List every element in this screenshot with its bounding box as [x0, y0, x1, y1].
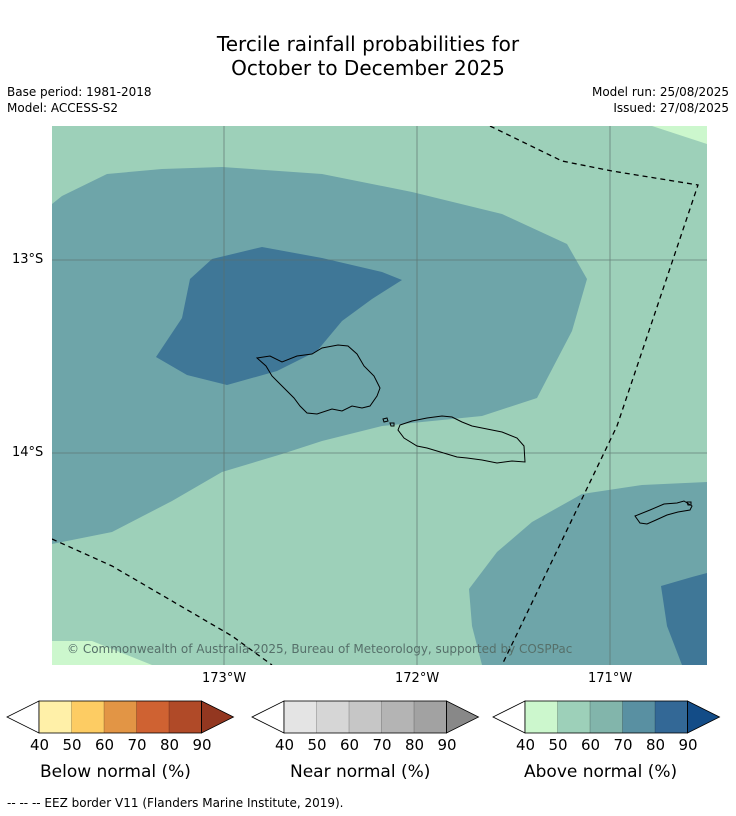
- copyright-notice: © Commonwealth of Australia 2025, Bureau…: [67, 642, 573, 656]
- eez-footnote: -- -- -- EEZ border V11 (Flanders Marine…: [7, 796, 344, 810]
- colorbar-below-normal-cell-2: [104, 701, 137, 733]
- colorbar-below-normal: [6, 700, 238, 738]
- map-panel: [52, 126, 707, 665]
- colorbar-near-normal-low-extension: [251, 700, 285, 734]
- colorbar-above-normal-tick-50: 50: [548, 736, 568, 754]
- colorbar-above-normal-tick-90: 90: [678, 736, 698, 754]
- base-period: Base period: 1981-2018: [7, 85, 152, 99]
- colorbar-above-normal: [492, 700, 724, 738]
- colorbar-near-normal-cell-1: [316, 701, 349, 733]
- colorbar-near-normal-cell-3: [381, 701, 414, 733]
- colorbar-title-above-normal: Above normal (%): [524, 762, 678, 782]
- colorbar-above-normal-tick-60: 60: [581, 736, 601, 754]
- lon-label-173w: 173°W: [202, 671, 247, 686]
- colorbar-below-normal-cell-3: [136, 701, 169, 733]
- colorbar-above-normal-cell-4: [655, 701, 688, 733]
- gridlines: [52, 126, 707, 665]
- region-70-southeast: [469, 482, 707, 665]
- coastlines: [255, 344, 693, 525]
- colorbar-above-normal-frame: [524, 700, 688, 734]
- colorbar-above-normal-tick-70: 70: [613, 736, 633, 754]
- region-80-southeast: [661, 573, 707, 665]
- colorbar-below-normal-tick-80: 80: [160, 736, 180, 754]
- colorbar-near-normal: [251, 700, 483, 738]
- region-50-top-right: [652, 126, 707, 144]
- lon-label-171w: 171°W: [588, 671, 633, 686]
- colorbar-near-normal-cell-4: [414, 701, 447, 733]
- colorbar-title-near-normal: Near normal (%): [290, 762, 431, 782]
- colorbar-below-normal-low-extension: [6, 700, 40, 734]
- colorbar-near-normal-tick-90: 90: [437, 736, 457, 754]
- colorbar-above-normal-tick-80: 80: [646, 736, 666, 754]
- colorbar-below-normal-cell-4: [169, 701, 202, 733]
- colorbar-below-normal-cell-0: [39, 701, 72, 733]
- colorbar-below-normal-high-extension: [201, 700, 235, 734]
- colorbar-above-normal-tick-40: 40: [516, 736, 536, 754]
- colorbar-near-normal-high-extension: [446, 700, 480, 734]
- colorbar-above-normal-cell-1: [557, 701, 590, 733]
- model-run: Model run: 25/08/2025: [591, 85, 729, 99]
- eez-border: [52, 126, 699, 665]
- issued-date: Issued: 27/08/2025: [613, 101, 729, 115]
- small-islet-1: [382, 417, 389, 423]
- lat-label-13s: 13°S: [12, 252, 44, 267]
- colorbar-near-normal-tick-40: 40: [275, 736, 295, 754]
- colorbar-below-normal-cell-1: [71, 701, 104, 733]
- colorbar-below-normal-tick-70: 70: [127, 736, 147, 754]
- colorbar-below-normal-tick-90: 90: [192, 736, 212, 754]
- colorbar-above-normal-cell-0: [525, 701, 558, 733]
- lat-label-14s: 14°S: [12, 445, 44, 460]
- model-name: Model: ACCESS-S2: [7, 101, 119, 115]
- colorbar-near-normal-tick-50: 50: [307, 736, 327, 754]
- lon-label-172w: 172°W: [395, 671, 440, 686]
- region-50-bottom-left: [52, 641, 152, 665]
- colorbar-above-normal-cell-2: [590, 701, 623, 733]
- colorbar-near-normal-tick-60: 60: [340, 736, 360, 754]
- colorbar-near-normal-cell-0: [284, 701, 317, 733]
- small-islet-2: [389, 422, 395, 427]
- colorbar-below-normal-tick-60: 60: [95, 736, 115, 754]
- upolu-island: [397, 415, 526, 464]
- region-80-northwest: [156, 247, 402, 385]
- map-title-line-2: October to December 2025: [231, 56, 505, 80]
- tutuila-island: [634, 500, 693, 525]
- small-islet-3: [686, 501, 692, 506]
- colorbar-above-normal-low-extension: [492, 700, 526, 734]
- colorbar-near-normal-tick-80: 80: [405, 736, 425, 754]
- colorbar-title-below-normal: Below normal (%): [40, 762, 191, 782]
- colorbar-below-normal-tick-50: 50: [62, 736, 82, 754]
- colorbar-above-normal-high-extension: [687, 700, 721, 734]
- colorbar-below-normal-tick-40: 40: [30, 736, 50, 754]
- colorbar-near-normal-cell-2: [349, 701, 382, 733]
- savaii-island: [255, 344, 381, 415]
- colorbar-near-normal-tick-70: 70: [372, 736, 392, 754]
- colorbar-below-normal-frame: [38, 700, 202, 734]
- map-title-line-1: Tercile rainfall probabilities for: [216, 32, 520, 56]
- region-70-northwest: [52, 167, 587, 544]
- colorbar-above-normal-cell-3: [622, 701, 655, 733]
- colorbar-near-normal-frame: [283, 700, 447, 734]
